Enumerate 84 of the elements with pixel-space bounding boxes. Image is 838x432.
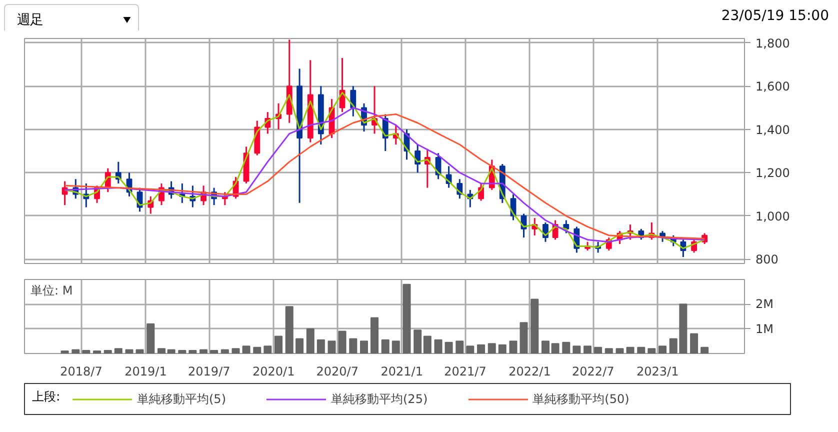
legend-title: 上段: — [32, 389, 60, 404]
bar — [328, 340, 336, 354]
bar — [381, 339, 390, 354]
bar — [264, 346, 272, 354]
text: 週足 — [4, 4, 139, 36]
x-tick-label: 2020/1 — [252, 364, 295, 378]
y-tick-label: 1,200 — [756, 166, 790, 180]
bar — [392, 340, 400, 354]
x-tick-label: 2021/1 — [380, 364, 423, 378]
bar — [594, 346, 602, 354]
bar — [414, 330, 422, 354]
bar — [232, 348, 240, 354]
x-tick-label: 2022/1 — [508, 364, 551, 378]
bar — [200, 349, 208, 354]
bar — [125, 349, 134, 354]
bar — [572, 346, 581, 354]
legend-label: 単純移動平均(50) — [532, 390, 630, 408]
bar — [306, 328, 314, 354]
bar — [616, 348, 624, 354]
bar — [658, 346, 667, 354]
bar — [551, 343, 560, 354]
bar — [530, 298, 539, 354]
bar — [604, 348, 613, 354]
bar — [509, 340, 518, 354]
bar — [338, 330, 346, 354]
bar — [316, 339, 325, 354]
bar — [434, 339, 442, 354]
legend-label: 単純移動平均(5) — [137, 390, 226, 408]
bar — [700, 346, 709, 354]
x-tick-label: 2021/7 — [444, 364, 486, 378]
y-tick-label: 2M — [756, 297, 774, 312]
bar — [423, 336, 432, 354]
bar — [104, 350, 112, 354]
bar — [477, 344, 486, 354]
x-tick-label: 2018/7 — [60, 364, 102, 378]
bar — [136, 349, 144, 354]
bar — [541, 340, 550, 354]
bar — [296, 338, 304, 354]
bar — [82, 350, 90, 354]
annotation: 単位: M — [30, 284, 73, 298]
bar — [210, 350, 218, 354]
bar — [637, 346, 646, 354]
bar — [72, 349, 80, 354]
y-tick-label: 1,600 — [756, 80, 790, 94]
bar — [114, 348, 122, 354]
x-tick-label: 2020/7 — [316, 364, 358, 378]
x-tick-label: 2019/1 — [124, 364, 167, 378]
y-tick-label: 1M — [756, 322, 774, 336]
y-tick-label: 800 — [756, 252, 778, 267]
bar — [253, 346, 262, 354]
bar — [60, 350, 69, 354]
legend-label: 単純移動平均(25) — [331, 390, 428, 408]
bar — [146, 323, 155, 354]
bar — [188, 350, 197, 354]
bar — [498, 344, 506, 354]
bar — [626, 346, 634, 354]
bar — [93, 350, 102, 354]
bar — [157, 348, 166, 354]
bar — [444, 342, 453, 354]
bar — [456, 340, 464, 354]
bar — [488, 343, 496, 354]
y-tick-label: 1,400 — [756, 122, 790, 137]
bar — [242, 346, 250, 354]
bar — [466, 346, 474, 354]
y-tick-label: 1,000 — [756, 209, 790, 224]
bar — [562, 342, 570, 354]
bar — [360, 340, 368, 354]
bar — [167, 349, 176, 354]
bar — [178, 350, 186, 354]
bar — [690, 333, 698, 354]
bar — [285, 306, 294, 354]
x-tick-label: 2019/7 — [188, 364, 230, 378]
x-tick-label: 2022/7 — [572, 364, 614, 378]
bar — [370, 317, 379, 354]
bar — [349, 338, 358, 354]
bar — [584, 346, 592, 354]
bar — [648, 348, 656, 354]
bar — [402, 284, 411, 354]
text: 23/05/19 15:00 — [721, 7, 829, 26]
y-tick-label: 1,800 — [756, 36, 790, 50]
bar — [520, 322, 528, 354]
bar — [220, 349, 229, 354]
x-tick-label: 2023/1 — [636, 364, 679, 378]
bar — [274, 336, 283, 354]
